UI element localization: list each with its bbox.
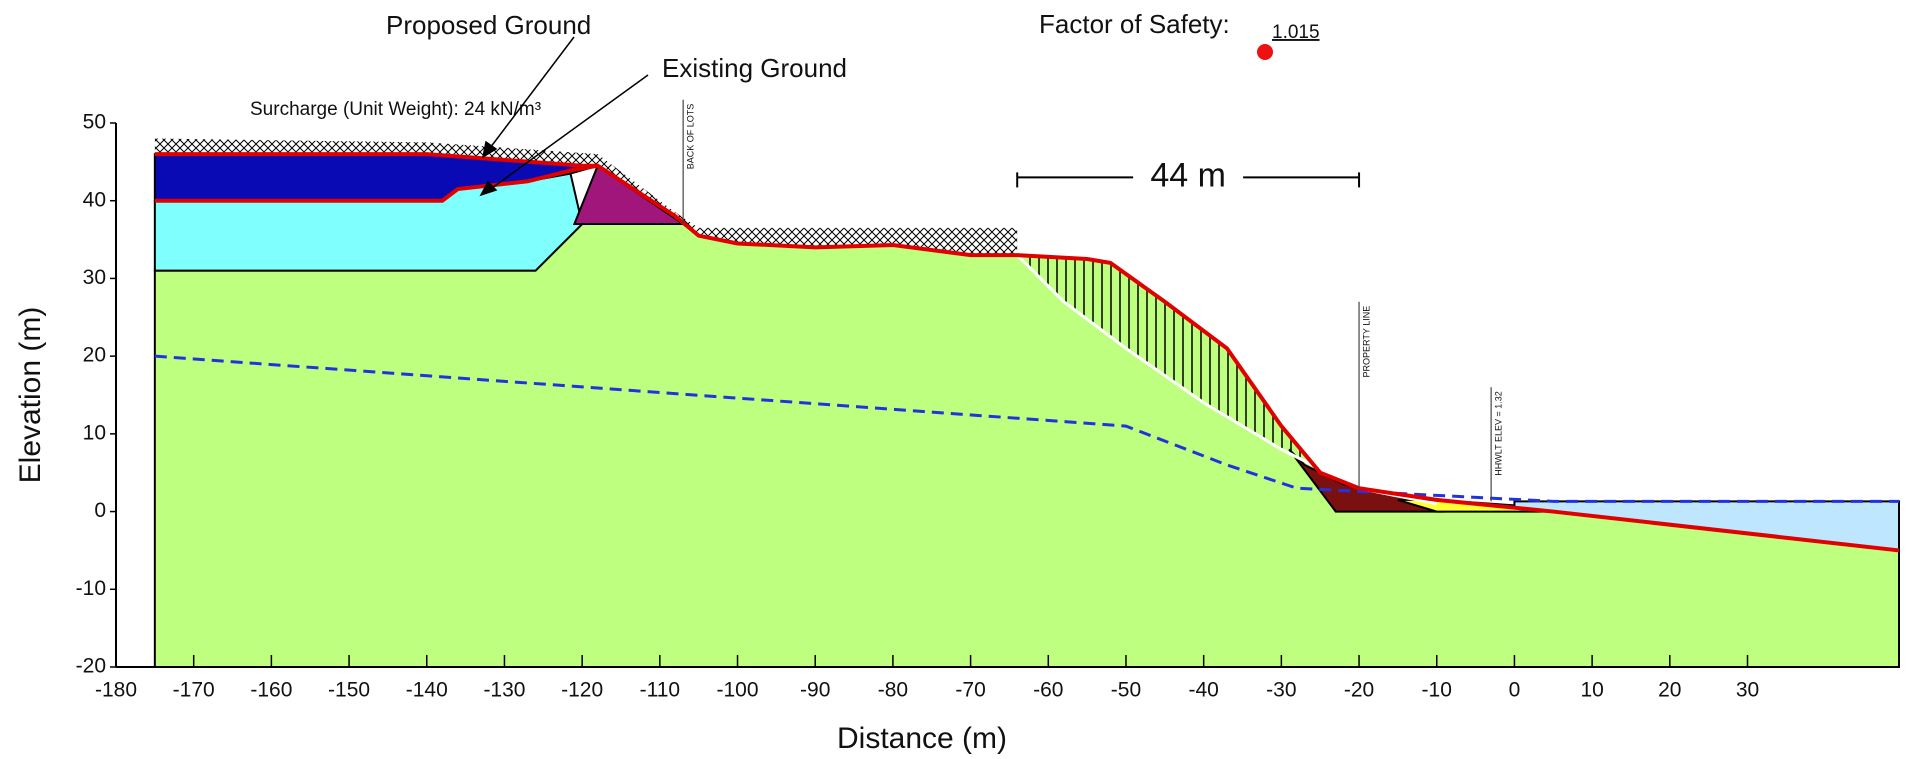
y-tick-label: 40: [83, 188, 106, 211]
profile-line: [154, 152, 598, 168]
x-tick-label: -140: [406, 679, 448, 702]
x-tick-label: -80: [878, 679, 908, 702]
annotation: Surcharge (Unit Weight): 24 kN/m³: [250, 99, 541, 120]
y-tick-label: 30: [83, 266, 106, 289]
chart-title: Factor of Safety:: [1039, 9, 1230, 39]
x-tick-label: -40: [1188, 679, 1218, 702]
y-tick-label: -10: [76, 577, 106, 600]
marker-label: PROPERTY LINE: [1361, 306, 1371, 378]
x-tick-label: -150: [328, 679, 370, 702]
x-tick-label: -120: [561, 679, 603, 702]
x-tick-label: -170: [173, 679, 215, 702]
x-tick-label: -130: [483, 679, 525, 702]
x-tick-label: -60: [1033, 679, 1063, 702]
y-tick-label: 0: [94, 499, 106, 522]
factor-of-safety: 1.015: [1272, 22, 1320, 43]
y-tick-label: 20: [83, 344, 106, 367]
x-tick-label: -90: [800, 679, 830, 702]
soil-region: [572, 164, 687, 226]
dimension-label-bg: [1133, 159, 1244, 196]
y-tick-label: 10: [83, 421, 106, 444]
annotation: Proposed Ground: [386, 10, 591, 40]
x-tick-label: -70: [955, 679, 985, 702]
soil-region: [1017, 255, 1344, 481]
x-tick-label: -10: [1422, 679, 1452, 702]
soil-region: [154, 138, 1018, 256]
x-tick-label: -180: [95, 679, 137, 702]
x-tick-label: -50: [1111, 679, 1141, 702]
y-tick-label: -20: [76, 655, 106, 678]
x-tick-label: -100: [717, 679, 759, 702]
soil-region: [153, 223, 1900, 668]
marker-label: BACK OF LOTS: [686, 104, 696, 170]
x-tick-label: -30: [1266, 679, 1296, 702]
y-axis-title: Elevation (m): [14, 307, 47, 484]
x-axis-title: Distance (m): [837, 722, 1007, 755]
profile-line: [154, 354, 1899, 503]
x-tick-label: -160: [250, 679, 292, 702]
x-tick-label: -110: [640, 679, 680, 702]
x-tick-label: 30: [1736, 679, 1759, 702]
marker-label: HHWLT ELEV = 1.32: [1493, 391, 1503, 475]
dimension-label: 44 m: [1150, 156, 1226, 194]
x-tick-label: -20: [1344, 679, 1374, 702]
arrows: [479, 36, 649, 197]
y-tick-label: 50: [83, 111, 106, 134]
x-tick-label: 0: [1509, 679, 1521, 702]
slip-center: [1257, 44, 1273, 60]
annotation: Existing Ground: [662, 53, 847, 83]
x-tick-label: 20: [1658, 679, 1681, 702]
x-tick-label: 10: [1580, 679, 1603, 702]
profile-line: [154, 163, 1900, 553]
